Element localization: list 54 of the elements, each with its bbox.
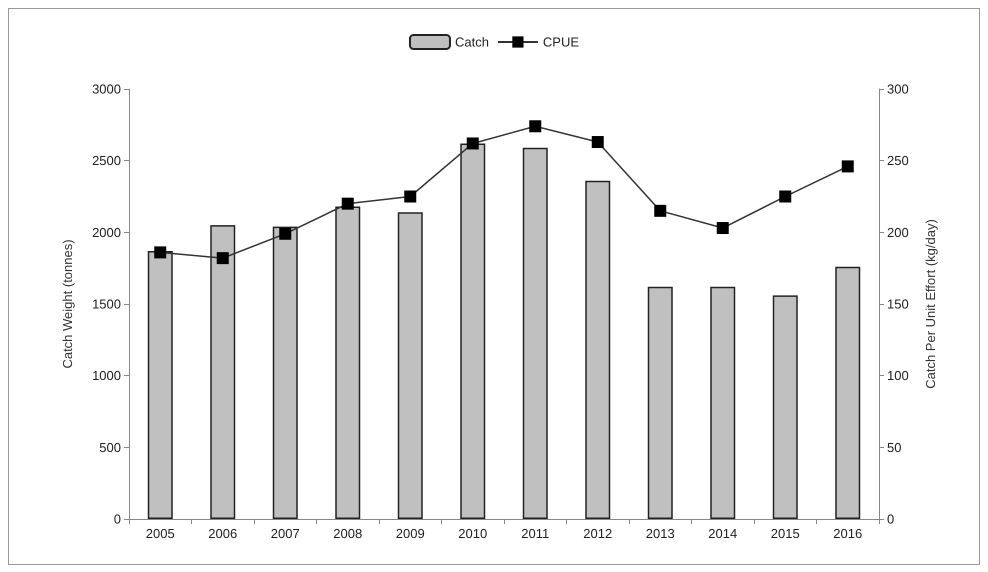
point: [216, 252, 229, 264]
y2-tick-label: 250: [887, 153, 909, 168]
bar: [648, 286, 673, 519]
legend-label: Catch: [454, 34, 489, 50]
point: [779, 190, 792, 202]
point: [154, 246, 166, 258]
bar: [148, 250, 173, 519]
point: [342, 198, 354, 210]
bar: [772, 295, 798, 519]
x-tick-label: 2011: [521, 526, 550, 541]
y2-tick-label: 200: [887, 224, 909, 240]
x-tick-label: 2008: [333, 526, 362, 541]
x-tick-label: 2009: [396, 526, 425, 541]
y-tick-label: 0: [114, 512, 121, 526]
bar: [585, 180, 610, 519]
y2-tick-label: 300: [887, 82, 909, 96]
x-tick-label: 2012: [583, 526, 612, 541]
y2-tick-label: 150: [887, 296, 909, 312]
bar: [835, 266, 860, 519]
y2-tick-label: 100: [887, 368, 909, 384]
bar: [460, 143, 486, 519]
y-tick-label: 500: [99, 440, 121, 455]
x-tick-label: 2015: [770, 526, 800, 541]
bar: [210, 225, 236, 519]
x-tick-label: 2016: [833, 526, 862, 541]
y2-tick-label: 50: [887, 440, 902, 455]
y-tick-label: 1500: [92, 296, 121, 312]
x-tick-label: 2013: [646, 526, 675, 541]
y2-tick-label: 0: [887, 512, 894, 526]
y-tick-label: 1000: [92, 368, 121, 384]
point: [529, 120, 542, 132]
y-axis-title: Catch Weight (tonnes): [60, 239, 75, 369]
bar: [398, 212, 423, 519]
bar: [272, 226, 298, 519]
y2-axis-title: Catch Per Unit Effort (kg/day): [923, 219, 938, 389]
x-tick-label: 2010: [458, 526, 488, 541]
x-tick-label: 2007: [270, 526, 300, 541]
point: [404, 190, 416, 202]
point: [654, 204, 666, 217]
point: [279, 228, 292, 240]
legend-label: CPUE: [542, 34, 580, 50]
point: [466, 137, 479, 150]
point: [842, 160, 854, 172]
x-tick-label: 2005: [146, 526, 175, 541]
x-tick-label: 2014: [708, 526, 738, 541]
bar: [522, 148, 548, 519]
x-tick-label: 2006: [208, 526, 238, 541]
bar: [335, 206, 360, 519]
y-tick-label: 2000: [92, 224, 121, 240]
y-tick-label: 2500: [92, 153, 121, 168]
y-tick-label: 3000: [92, 82, 121, 96]
bar: [710, 286, 736, 519]
point: [592, 136, 604, 148]
point: [716, 222, 729, 234]
